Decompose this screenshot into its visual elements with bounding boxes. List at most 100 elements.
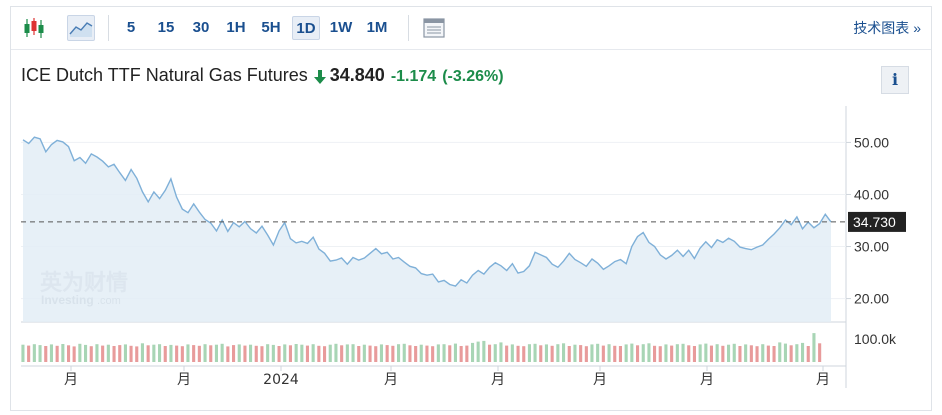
volume-bar [294,344,298,362]
interval-1h[interactable]: 1H [226,19,246,36]
x-tick-label: 月 [593,372,607,388]
volume-bar [715,344,719,362]
volume-bar [459,346,463,362]
volume-bar [675,344,679,362]
volume-bar [647,343,651,362]
volume-bar [328,344,332,362]
info-button[interactable]: i [881,66,909,94]
volume-bar [465,345,469,362]
volume-bar [579,345,583,362]
volume-bar [271,344,275,362]
volume-bar [698,344,702,362]
volume-bar [300,344,304,362]
volume-bar [351,344,355,362]
volume-bar [641,344,645,362]
price-change-pct: (-3.26%) [442,68,504,85]
volume-bar [442,344,446,362]
price-line [22,136,832,287]
x-tick-label: 月 [816,372,830,388]
volume-bar [84,344,88,362]
volume-bar [106,344,110,362]
interval-5[interactable]: 5 [126,19,136,36]
volume-bar [61,344,65,362]
volume-bar [476,341,480,362]
volume-bar [670,345,674,362]
interval-30[interactable]: 30 [192,19,210,36]
volume-bar [129,345,133,362]
volume-bar [744,344,748,362]
volume-bar [232,345,236,362]
volume-bar [624,344,628,362]
volume-bar [89,346,93,362]
volume-bar [49,344,53,362]
volume-bar [288,345,292,362]
volume-bar [795,344,799,362]
candlestick-icon[interactable] [21,15,47,41]
volume-bar [664,344,668,362]
volume-bar [340,345,344,362]
volume-bar [317,345,321,362]
volume-bar [738,346,742,362]
volume-bar [567,346,571,362]
volume-bar [493,344,497,362]
volume-bar [44,346,48,362]
toolbar-divider [108,15,109,41]
volume-bar [169,344,173,362]
volume-bar [55,345,59,362]
volume-bar [323,346,327,362]
interval-1m[interactable]: 1M [366,19,388,36]
y-tick-label: 50.00 [854,134,889,150]
volume-bar [704,343,708,362]
last-value-label: 34.730 [853,214,896,230]
volume-bar [345,344,349,362]
volume-bar [237,344,241,362]
volume-bar [584,346,588,362]
interval-1w[interactable]: 1W [329,19,353,36]
y-tick-label: 20.00 [854,291,889,307]
y-tick-label: 30.00 [854,239,889,255]
technical-chart-link[interactable]: 技术图表 » [853,20,921,36]
volume-bar [687,345,691,362]
table-icon[interactable] [421,15,447,41]
volume-bar [374,346,378,362]
area-chart-button[interactable] [67,15,95,41]
volume-bar [305,345,309,362]
volume-bar [601,345,605,362]
volume-bar [266,344,270,362]
volume-bar [749,345,753,362]
toolbar-divider [408,15,409,41]
last-value-tag [848,211,906,232]
volume-bar [505,345,509,362]
volume-bar [21,344,25,362]
volume-bar [556,344,560,362]
volume-bar [590,344,594,362]
interval-5h[interactable]: 5H [261,19,281,36]
x-tick-label: 月 [64,372,78,388]
volume-bar [516,345,520,362]
volume-bar [436,344,440,362]
volume-bar [311,344,315,362]
volume-bar [613,345,617,362]
volume-bar [482,340,486,362]
volume-bar [801,342,805,362]
volume-bar [607,344,611,362]
volume-bar [732,343,736,362]
volume-bar [510,344,514,362]
volume-bar [78,343,82,362]
volume-bar [766,345,770,362]
volume-bar [721,345,725,362]
volume-bar [471,342,475,362]
volume-bar [67,345,71,362]
volume-bar [214,344,218,362]
volume-bar [448,345,452,362]
volume-bar [692,346,696,362]
volume-bar [522,346,526,362]
volume-bar [220,343,224,362]
interval-1d[interactable]: 1D [292,16,320,40]
volume-bar [197,345,201,362]
interval-15[interactable]: 15 [157,19,175,36]
volume-bar [254,345,258,362]
volume-axis-label: 100.0k [854,331,897,347]
volume-bar [140,343,144,362]
volume-bar [163,346,167,362]
